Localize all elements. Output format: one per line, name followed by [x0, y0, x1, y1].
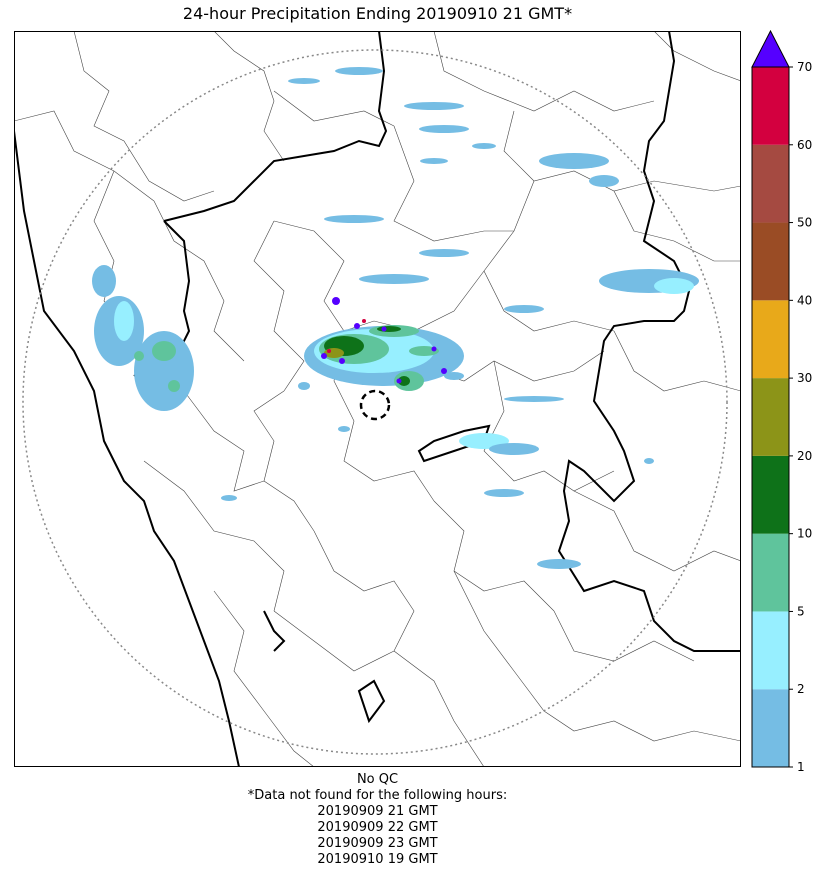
- missing-hour: 20190909 22 GMT: [317, 820, 438, 835]
- colorbar-segment: [752, 300, 789, 379]
- colorbar-segment: [752, 533, 789, 612]
- missing-header: *Data not found for the following hours:: [247, 788, 508, 803]
- precipitation-areas: [92, 67, 699, 569]
- colorbar-tick-label: 40: [797, 293, 812, 307]
- colorbar-tick-label: 30: [797, 371, 812, 385]
- colorbar-tick-label: 5: [797, 604, 805, 618]
- colorbar-tick-label: 1: [797, 760, 805, 774]
- colorbar-segment: [752, 67, 789, 145]
- colorbar-segment: [752, 611, 789, 690]
- map-title: 24-hour Precipitation Ending 20190910 21…: [182, 4, 573, 23]
- colorbar-extend-arrow: [751, 29, 790, 68]
- colorbar-segment: [752, 689, 789, 767]
- colorbar-segment: [752, 455, 789, 534]
- missing-hour: 20190909 23 GMT: [317, 836, 438, 851]
- colorbar-frame: [751, 66, 790, 768]
- colorbar-tick-label: 2: [797, 682, 805, 696]
- colorbar-tick-label: 50: [797, 216, 812, 230]
- range-ring: [22, 49, 728, 755]
- radar-site-marker: [359, 389, 391, 421]
- notes: No QC *Data not found for the following …: [14, 772, 741, 868]
- missing-hour: 20190910 19 GMT: [317, 852, 438, 867]
- colorbar-tick-label: 10: [797, 527, 812, 541]
- colorbar-segment: [752, 378, 789, 456]
- colorbar-segment: [752, 144, 789, 223]
- precipitation-map: [14, 31, 741, 767]
- map-background: [14, 31, 741, 767]
- missing-hour: 20190909 21 GMT: [317, 804, 438, 819]
- colorbar-tick-label: 70: [797, 60, 812, 74]
- colorbar-tick-label: 60: [797, 138, 812, 152]
- map-frame: [14, 31, 741, 767]
- colorbar-segment: [752, 222, 789, 301]
- qc-note: No QC: [356, 772, 399, 787]
- colorbar-tick-label: 20: [797, 449, 812, 463]
